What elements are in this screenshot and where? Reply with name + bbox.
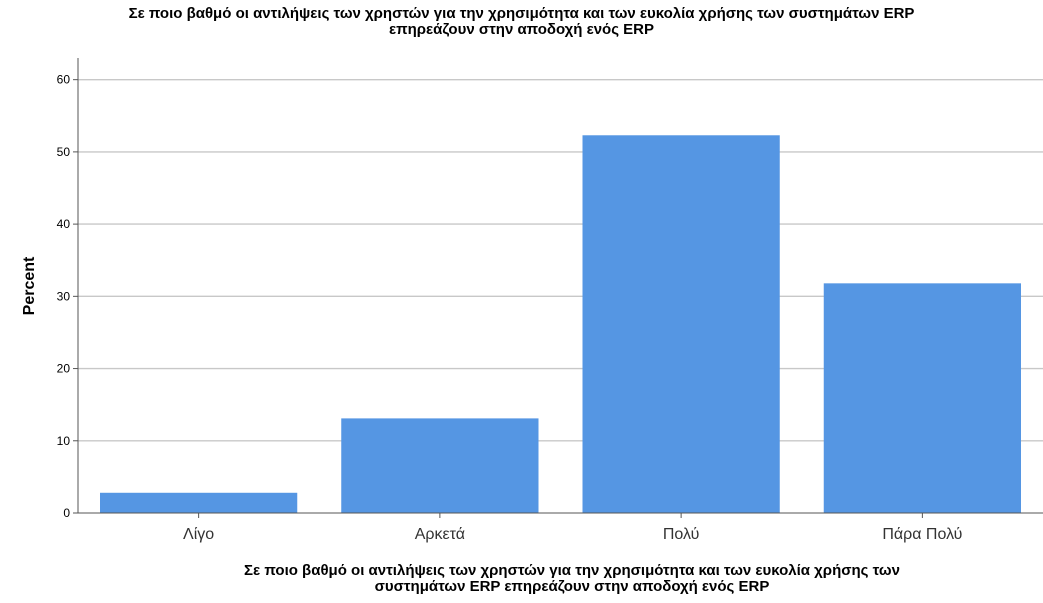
bar-2 [341, 418, 539, 513]
y-tick-label: 10 [57, 434, 71, 448]
y-tick-label: 30 [57, 289, 71, 303]
bar-1 [100, 492, 298, 513]
x-axis-title: Σε ποιο βαθμό οι αντιλήψεις των χρηστών … [244, 562, 900, 595]
y-tick-label: 0 [63, 506, 70, 520]
y-tick-label: 40 [57, 217, 71, 231]
x-tick-label: Πάρα Πολύ [882, 526, 962, 543]
bar-4 [823, 283, 1021, 513]
y-tick-label: 50 [57, 145, 71, 159]
y-tick-label: 60 [57, 73, 71, 87]
chart-title: Σε ποιο βαθμό οι αντιλήψεις των χρηστών … [128, 5, 915, 38]
x-tick-label: Λίγο [183, 526, 214, 543]
x-tick-label: Πολύ [663, 526, 700, 543]
bar-3 [582, 135, 780, 513]
y-tick-label: 20 [57, 362, 71, 376]
x-tick-label: Αρκετά [415, 526, 465, 543]
